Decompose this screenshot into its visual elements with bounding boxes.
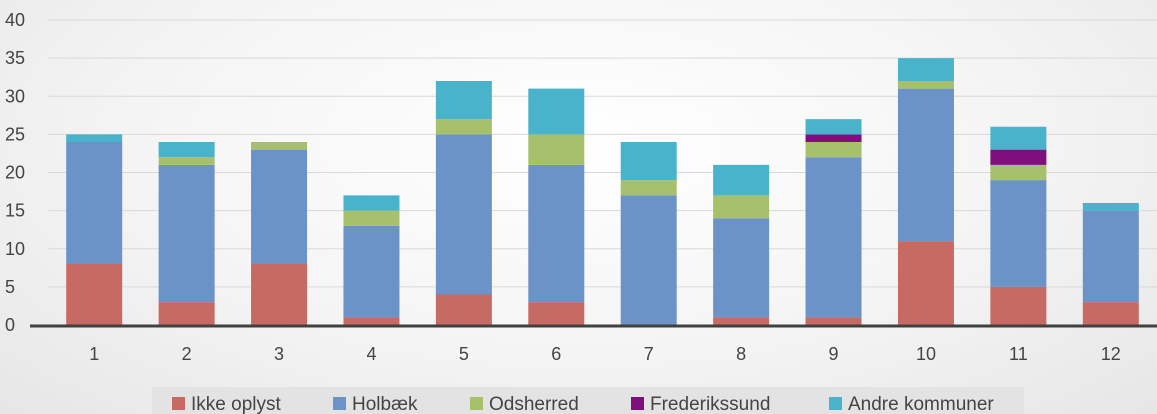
- bar-segment: [343, 195, 400, 211]
- x-tick-label: 11: [1009, 344, 1028, 364]
- y-tick-label: 5: [5, 277, 15, 297]
- legend-background: [152, 387, 1024, 414]
- legend-label: Ikke oplyst: [191, 394, 281, 414]
- bar-segment: [343, 225, 400, 318]
- x-tick-label: 12: [1101, 344, 1121, 364]
- bar-segment: [805, 317, 862, 325]
- y-tick-label: 10: [5, 239, 25, 259]
- x-tick-label: 10: [916, 344, 936, 364]
- bar-segment: [1082, 203, 1139, 211]
- bar-segment: [435, 294, 492, 325]
- bar-segment: [805, 157, 862, 318]
- legend-swatch: [172, 397, 185, 410]
- legend-label: Frederikssund: [650, 394, 770, 414]
- bar-segment: [66, 264, 123, 325]
- bar-segment: [158, 142, 215, 158]
- y-tick-label: 30: [5, 86, 25, 106]
- legend-swatch: [470, 397, 483, 410]
- x-tick-label: 9: [829, 344, 839, 364]
- bar-segment: [713, 317, 770, 325]
- bar-segment: [990, 126, 1047, 150]
- bar-segment: [897, 58, 954, 81]
- bar-segment: [528, 164, 585, 303]
- legend-label: Odsherred: [489, 394, 579, 414]
- bar-segment: [251, 142, 308, 150]
- bar-segment: [620, 195, 677, 325]
- bar-segment: [897, 241, 954, 325]
- bar-segment: [158, 157, 215, 165]
- x-tick-label: 5: [459, 344, 469, 364]
- bar-segment: [990, 180, 1047, 287]
- bar-segment: [990, 164, 1047, 181]
- bar-segment: [713, 218, 770, 318]
- y-tick-label: 15: [5, 201, 25, 221]
- y-tick-label: 35: [5, 48, 25, 68]
- legend-swatch: [333, 397, 346, 410]
- bars: [66, 58, 1139, 325]
- bar-segment: [528, 302, 585, 325]
- bar-segment: [158, 302, 215, 325]
- x-tick-label: 7: [644, 344, 654, 364]
- bar-segment: [620, 142, 677, 181]
- x-tick-label: 3: [274, 344, 284, 364]
- bar-segment: [158, 164, 215, 303]
- legend-label: Holbæk: [352, 394, 418, 414]
- bar-segment: [66, 142, 123, 264]
- bar-segment: [713, 164, 770, 196]
- y-tick-label: 25: [5, 124, 25, 144]
- legend-label: Andre kommuner: [848, 394, 994, 414]
- bar-segment: [528, 134, 585, 165]
- bar-segment: [251, 149, 308, 264]
- bar-segment: [435, 134, 492, 295]
- bar-segment: [343, 210, 400, 226]
- x-axis-ticks: 1 2 3 4 5 6 7 8 9 10 11 12: [89, 344, 1121, 364]
- bar-segment: [1082, 302, 1139, 325]
- bar-segment: [66, 134, 123, 142]
- x-tick-label: 2: [182, 344, 192, 364]
- y-tick-label: 20: [5, 163, 25, 183]
- bar-segment: [805, 142, 862, 158]
- bar-segment: [990, 286, 1047, 325]
- bar-segment: [435, 81, 492, 120]
- bar-segment: [713, 195, 770, 219]
- x-tick-label: 1: [89, 344, 99, 364]
- grid-lines: [48, 19, 1157, 288]
- legend: Ikke oplyst Holbæk Odsherred Frederikssund A…: [152, 387, 1024, 414]
- bar-segment: [990, 149, 1047, 165]
- bar-segment: [1082, 210, 1139, 303]
- bar-segment: [528, 88, 585, 135]
- x-tick-label: 4: [366, 344, 376, 364]
- y-tick-label: 0: [5, 315, 15, 335]
- x-tick-label: 8: [736, 344, 746, 364]
- legend-swatch: [631, 397, 644, 410]
- bar-segment: [805, 134, 862, 142]
- bar-segment: [251, 264, 308, 325]
- bar-segment: [897, 88, 954, 242]
- bar-segment: [620, 180, 677, 196]
- x-tick-label: 6: [551, 344, 561, 364]
- bar-segment: [343, 317, 400, 325]
- y-tick-label: 40: [5, 10, 25, 30]
- bar-segment: [435, 119, 492, 135]
- legend-swatch: [829, 397, 842, 410]
- y-axis-ticks: 0 5 10 15 20 25 30 35 40: [5, 10, 25, 335]
- bar-segment: [897, 81, 954, 89]
- bar-segment: [805, 119, 862, 135]
